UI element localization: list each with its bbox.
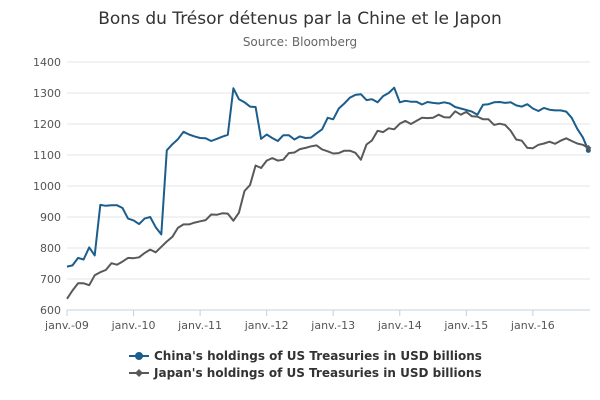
legend-item-1[interactable]: Japan's holdings of US Treasuries in USD… (129, 366, 482, 380)
legend-diamond-icon (135, 369, 143, 377)
y-tick-label: 1400 (33, 56, 61, 69)
x-tick-label: janv.-16 (510, 319, 555, 332)
y-tick-label: 900 (40, 211, 61, 224)
x-tick-label: janv.-13 (310, 319, 355, 332)
y-tick-label: 800 (40, 242, 61, 255)
chart-title: Bons du Trésor détenus par la Chine et l… (98, 9, 502, 29)
x-tick-label: janv.-15 (443, 319, 488, 332)
x-tick-label: janv.-11 (177, 319, 222, 332)
series-line-0[interactable] (66, 86, 590, 268)
y-tick-label: 1000 (33, 180, 61, 193)
x-tick-label: janv.-10 (111, 319, 156, 332)
legend-label: Japan's holdings of US Treasuries in USD… (153, 366, 482, 380)
legend-item-0[interactable]: China's holdings of US Treasuries in USD… (129, 349, 482, 363)
y-tick-label: 1300 (33, 87, 61, 100)
x-tick-label: janv.-09 (44, 319, 89, 332)
series-line-1[interactable] (66, 110, 589, 300)
chart-subtitle: Source: Bloomberg (243, 35, 357, 49)
data-point-end[interactable] (585, 144, 592, 151)
legend[interactable]: China's holdings of US Treasuries in USD… (129, 349, 482, 380)
y-tick-label: 700 (40, 273, 61, 286)
y-tick-label: 1200 (33, 118, 61, 131)
y-tick-label: 1100 (33, 149, 61, 162)
x-tick-label: janv.-12 (244, 319, 289, 332)
x-tick-label: janv.-14 (377, 319, 422, 332)
legend-label: China's holdings of US Treasuries in USD… (154, 349, 482, 363)
y-tick-label: 600 (40, 304, 61, 317)
legend-circle-icon (135, 352, 143, 360)
plot-area: 600 700 800 900 1000 1100 1200 1300 1400 janv.-09… (33, 56, 592, 332)
